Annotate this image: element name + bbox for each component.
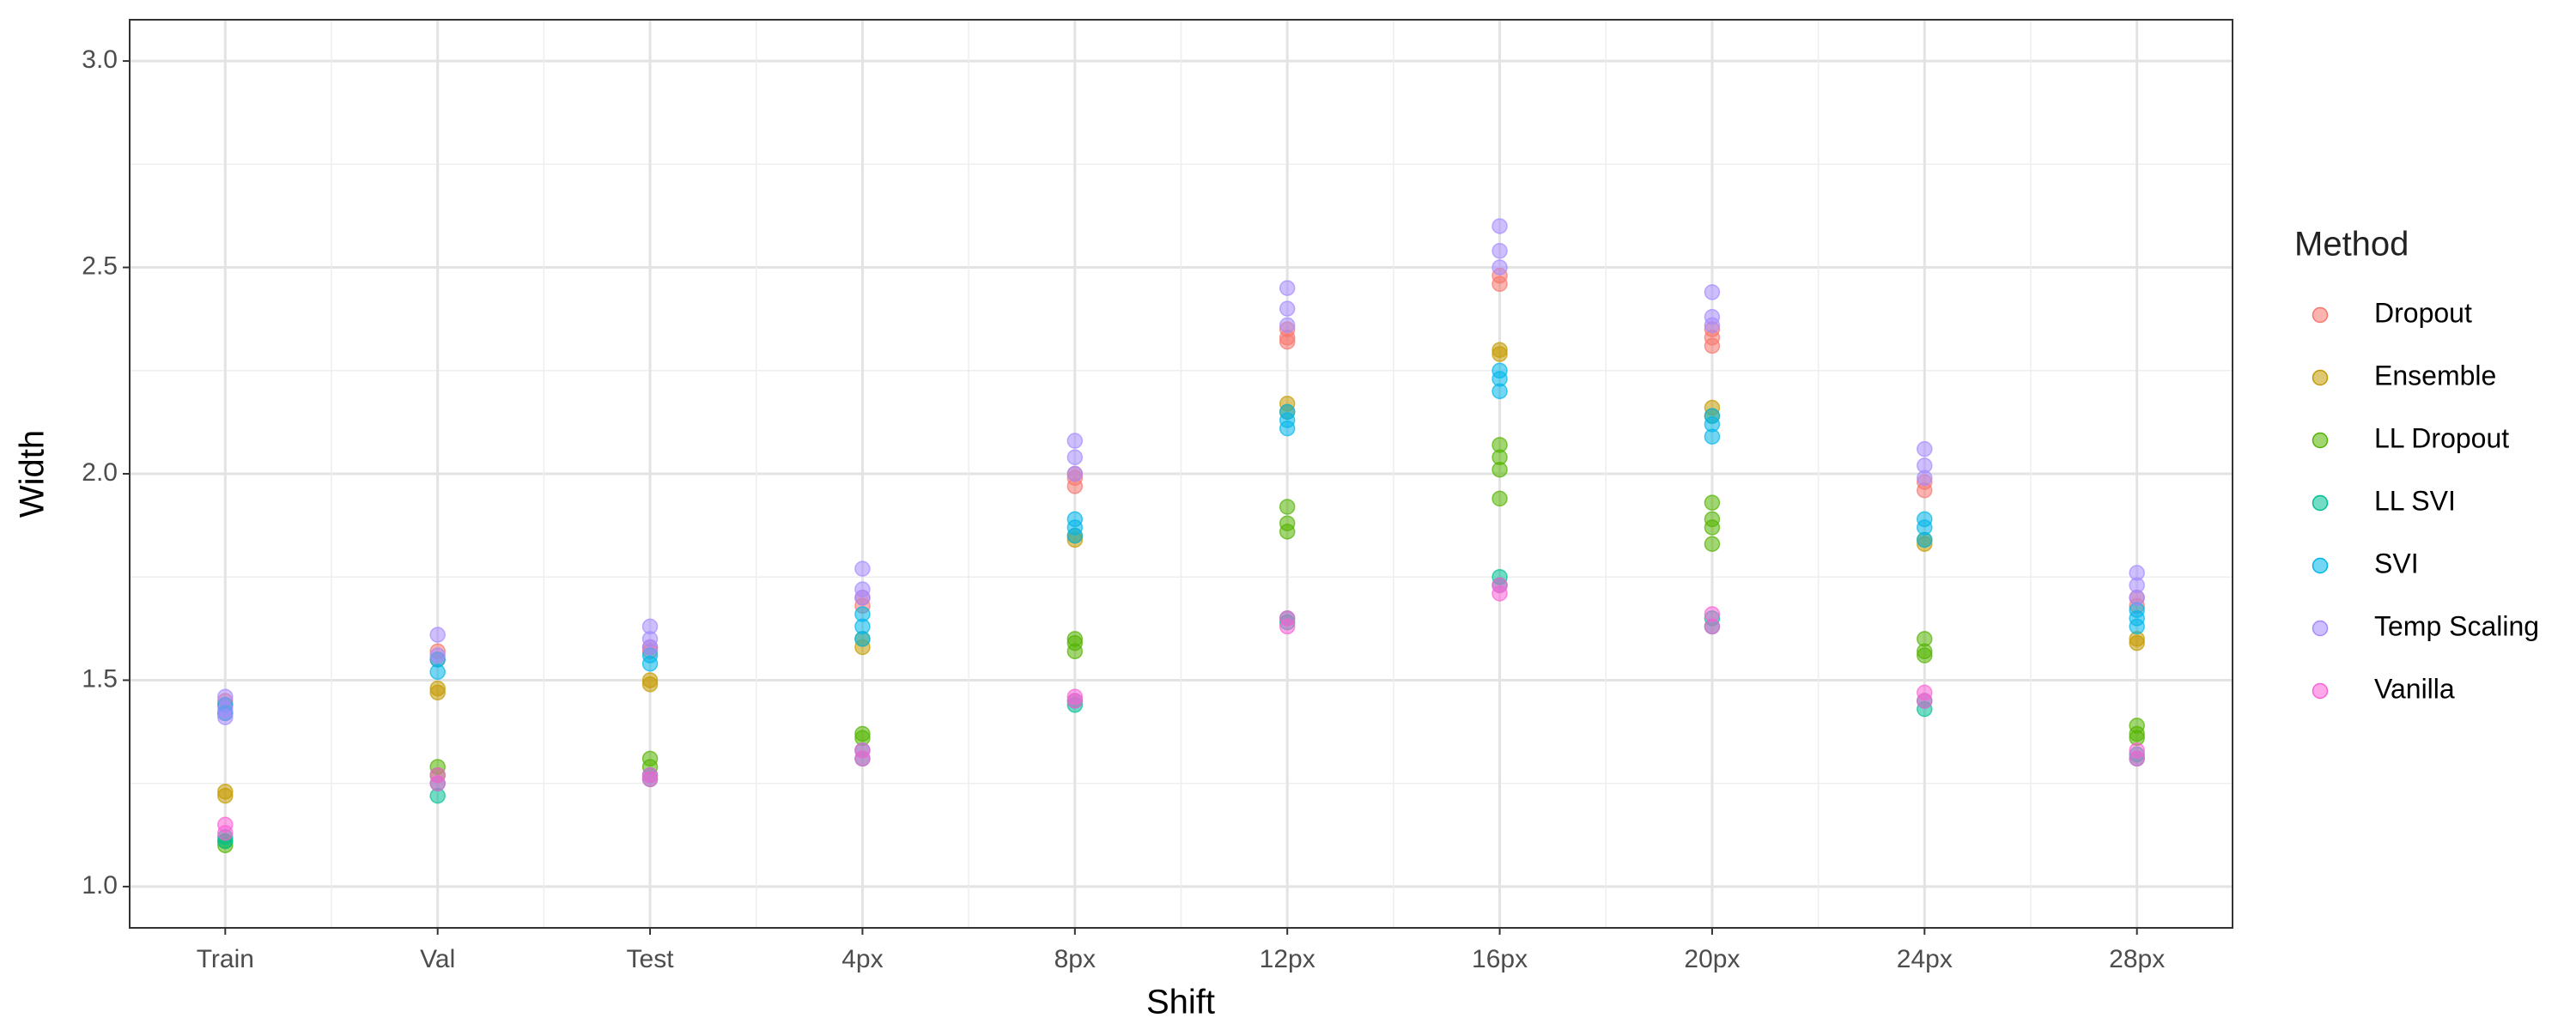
point (1279, 610, 1296, 627)
legend-label: LL SVI (2374, 485, 2456, 516)
point (1492, 577, 1508, 594)
point (1917, 684, 1933, 701)
legend-label: Vanilla (2374, 673, 2455, 704)
y-axis-title: Width (14, 430, 52, 518)
point (1066, 631, 1084, 647)
point (2129, 565, 2145, 581)
point (854, 606, 871, 622)
y-tick-label: 1.5 (82, 664, 118, 693)
point (1279, 317, 1296, 334)
x-tick-label: Val (420, 945, 455, 973)
point (854, 560, 871, 577)
point (1492, 342, 1508, 358)
point (1066, 511, 1084, 528)
legend-label: SVI (2374, 548, 2419, 579)
legend-label: Dropout (2374, 297, 2472, 328)
point (1704, 536, 1721, 553)
point (1066, 688, 1084, 705)
x-tick-label: 16px (1472, 945, 1528, 973)
x-tick-label: 20px (1684, 945, 1740, 973)
point (217, 816, 234, 833)
x-tick-label: 12px (1260, 945, 1315, 973)
point (1917, 457, 1933, 474)
point (1492, 218, 1508, 234)
point (1279, 499, 1296, 515)
point (429, 766, 446, 784)
point (1917, 440, 1933, 457)
point (1279, 280, 1296, 296)
legend-label: LL Dropout (2374, 422, 2509, 453)
legend-title: Method (2294, 226, 2409, 264)
legend-swatch (2312, 620, 2329, 637)
point (1492, 490, 1508, 507)
x-tick-label: Test (627, 945, 675, 973)
point (217, 784, 234, 800)
x-tick-label: 8px (1054, 945, 1096, 973)
legend-swatch (2312, 369, 2329, 386)
point (1704, 494, 1721, 511)
point (429, 647, 446, 663)
x-axis-title: Shift (1146, 984, 1215, 1021)
point (641, 750, 659, 767)
point (429, 627, 446, 643)
x-tick-label: 24px (1897, 945, 1953, 973)
legend-swatch (2312, 557, 2329, 574)
point (1066, 449, 1084, 466)
legend-swatch (2312, 494, 2329, 512)
legend-swatch (2312, 306, 2329, 324)
point (429, 680, 446, 697)
point (1704, 284, 1721, 300)
point (2129, 742, 2145, 759)
legend-label: Temp Scaling (2374, 610, 2539, 641)
legend-swatch (2312, 432, 2329, 449)
point (854, 742, 871, 759)
point (641, 766, 659, 784)
y-tick-label: 2.5 (82, 251, 118, 280)
x-tick-label: 4px (841, 945, 883, 973)
point (1704, 408, 1721, 424)
point (1492, 362, 1508, 379)
y-tick-label: 2.0 (82, 458, 118, 487)
point (1704, 309, 1721, 325)
point (854, 581, 871, 597)
y-tick-label: 1.0 (82, 871, 118, 900)
point (641, 672, 659, 688)
point (1917, 511, 1933, 528)
point (1279, 515, 1296, 531)
point (1704, 511, 1721, 528)
point (1066, 465, 1084, 482)
point (2129, 718, 2145, 734)
x-tick-label: 28px (2109, 945, 2165, 973)
legend-label: Ensemble (2374, 360, 2496, 391)
point (1279, 300, 1296, 317)
point (1492, 259, 1508, 276)
point (641, 618, 659, 635)
point (1492, 437, 1508, 453)
point (1917, 631, 1933, 647)
point (1704, 606, 1721, 622)
point (1279, 403, 1296, 421)
point (1492, 243, 1508, 259)
point (854, 725, 871, 742)
point (1066, 433, 1084, 449)
x-tick-label: Train (197, 945, 254, 973)
point (217, 688, 234, 705)
y-tick-label: 3.0 (82, 45, 118, 74)
legend-swatch (2312, 682, 2329, 700)
